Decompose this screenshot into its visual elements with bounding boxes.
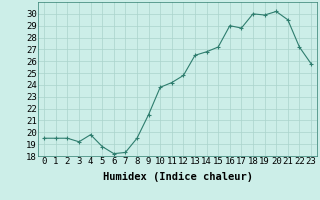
X-axis label: Humidex (Indice chaleur): Humidex (Indice chaleur) [103,172,252,182]
